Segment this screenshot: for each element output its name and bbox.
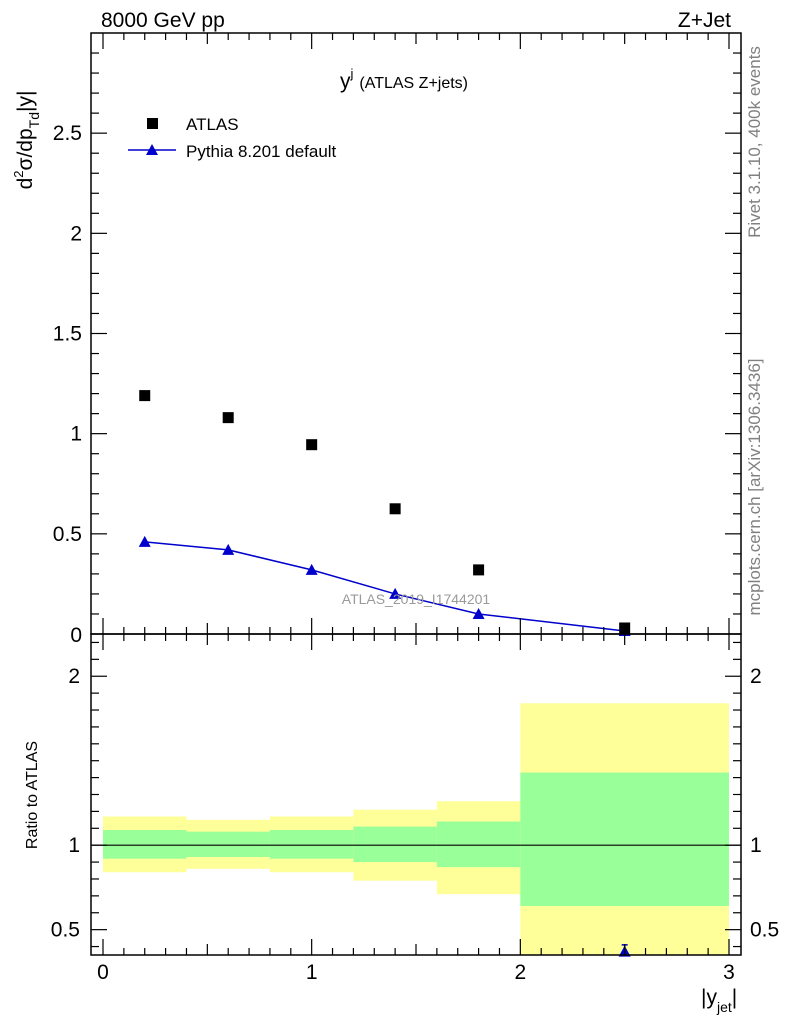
ratio-panel-frame [90,633,742,956]
analysis-watermark: ATLAS_2019_I1744201 [342,591,491,607]
ratio-y-tick-label: 1 [68,834,80,857]
legend: ATLAS Pythia 8.201 default [128,115,337,161]
energy-label: 8000 GeV pp [101,9,225,32]
ratio-y-tick-label: 2 [68,665,80,688]
plot-title: yj(ATLAS Z+jets) [340,66,468,93]
stat-uncertainty-band [436,821,521,868]
y-tick-label: 2.5 [53,122,82,145]
y-axis-label-main: d2σ/dpTd|y| [11,91,42,190]
atlas-point [139,390,151,402]
mcplots-info: mcplots.cern.ch [arXiv:1306.3436] [745,358,764,615]
atlas-point [306,439,318,451]
pythia-point [222,543,235,555]
legend-atlas-marker [147,118,158,129]
ratio-y-tick-label-right: 1 [750,834,762,857]
pythia-point [389,587,402,599]
pythia-point [472,607,485,619]
y-axis-label-ratio: Ratio to ATLAS [24,741,41,849]
pythia-point [138,535,151,547]
x-tick-label: 3 [723,961,735,984]
stat-uncertainty-band [353,826,437,863]
stat-uncertainty-band [520,772,729,907]
process-label: Z+Jet [678,9,731,32]
x-tick-label: 2 [514,961,526,984]
y-tick-label-zero: 0 [70,624,82,647]
ratio-y-tick-label-right: 0.5 [750,919,779,942]
stat-uncertainty-band [186,831,270,858]
rivet-info: Rivet 3.1.10, 400k events [745,46,764,238]
x-axis-label: |yjet| [701,986,737,1015]
x-tick-label: 0 [97,961,109,984]
stat-uncertainty-band [103,829,187,859]
y-tick-label: 0.5 [53,523,82,546]
pythia-point [305,563,318,575]
x-tick-label: 1 [306,961,318,984]
legend-atlas-label: ATLAS [186,115,239,134]
axes: 0 1 2 3 0.5 1 1.5 2 2.5 0 0.5 0.5 1 1 2 2 [51,33,779,984]
ratio-y-tick-label-right: 2 [750,665,762,688]
y-tick-label: 1 [70,423,82,446]
y-tick-label: 1.5 [53,323,82,346]
legend-pythia-label: Pythia 8.201 default [186,142,337,161]
stat-uncertainty-band [269,829,354,859]
atlas-point [473,564,485,576]
pythia-line [144,541,625,632]
ratio-y-tick-label: 0.5 [51,919,80,942]
y-tick-label: 2 [70,222,82,245]
atlas-point [389,503,401,515]
ratio-uncertainty-bands [103,703,729,955]
legend-pythia-marker [146,144,158,155]
atlas-point [222,412,234,424]
